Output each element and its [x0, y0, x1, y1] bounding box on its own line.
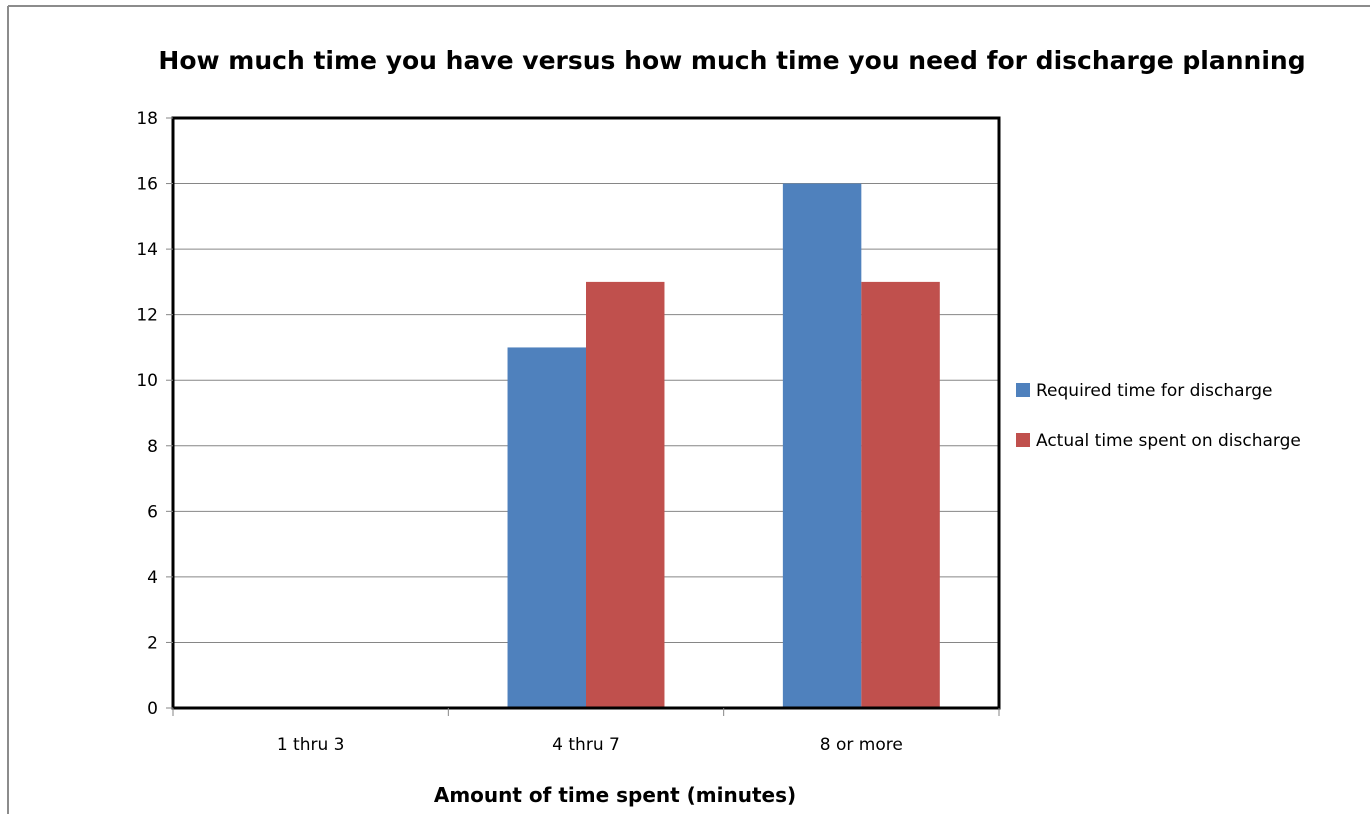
legend: Required time for discharge Actual time s… — [1016, 381, 1301, 451]
y-axis-ticks: 0 2 4 6 8 10 12 14 16 18 — [136, 109, 173, 719]
bar-required-2 — [782, 183, 862, 709]
x-tick-label: 8 or more — [820, 735, 903, 755]
y-tick-label: 2 — [147, 633, 158, 653]
y-tick-label: 10 — [136, 371, 158, 391]
y-tick-label: 8 — [147, 437, 158, 457]
bars — [507, 183, 940, 709]
y-tick-label: 6 — [147, 502, 158, 522]
x-tick-label: 1 thru 3 — [277, 735, 345, 755]
bar-actual-2 — [861, 281, 940, 708]
x-axis-ticks: 1 thru 3 4 thru 7 8 or more — [172, 708, 1000, 755]
legend-swatch-1 — [1016, 433, 1030, 447]
chart-title: How much time you have versus how much t… — [158, 46, 1305, 75]
y-tick-label: 18 — [136, 109, 158, 129]
bar-required-1 — [507, 347, 586, 708]
y-tick-label: 16 — [136, 175, 158, 195]
y-tick-label: 0 — [147, 699, 158, 719]
legend-swatch-0 — [1016, 383, 1030, 397]
bar-actual-1 — [586, 281, 665, 708]
legend-label-1: Actual time spent on discharge — [1036, 431, 1301, 451]
y-tick-label: 14 — [136, 240, 158, 260]
plot-area-border — [171, 116, 1001, 710]
legend-label-0: Required time for discharge — [1036, 381, 1273, 401]
x-tick-label: 4 thru 7 — [552, 735, 620, 755]
x-axis-title: Amount of time spent (minutes) — [434, 783, 796, 807]
y-tick-label: 4 — [147, 568, 158, 588]
y-tick-label: 12 — [136, 306, 158, 326]
